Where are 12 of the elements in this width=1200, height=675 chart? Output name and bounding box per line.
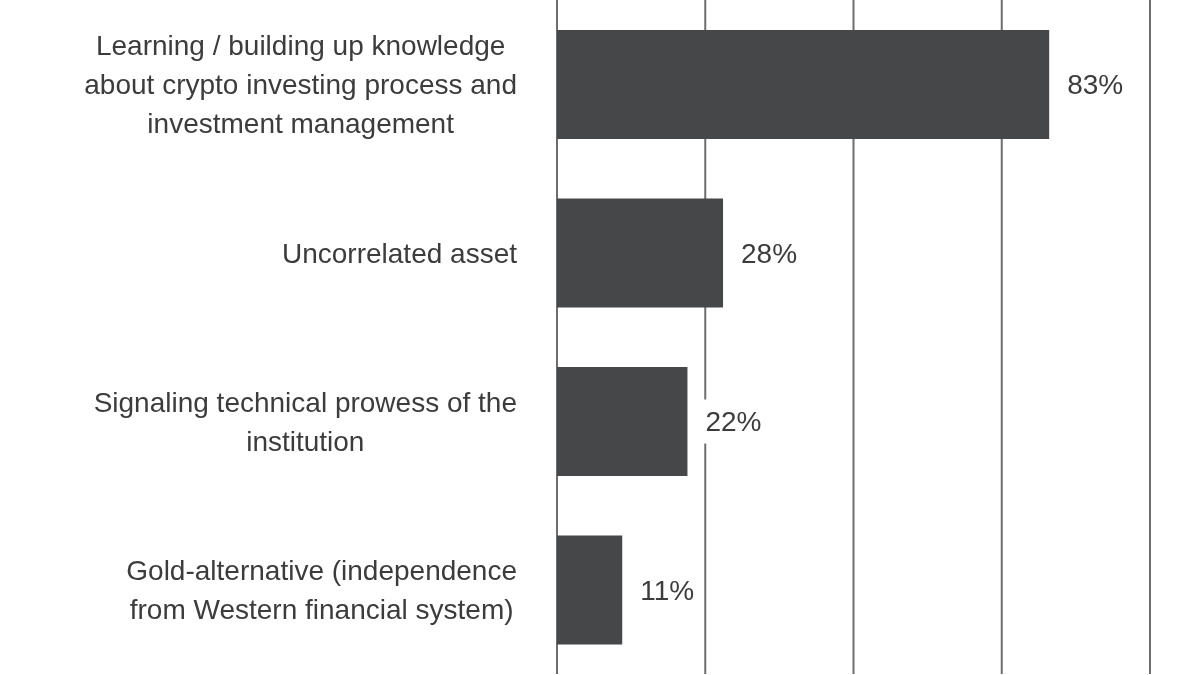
data-label: 22% bbox=[705, 406, 762, 437]
bar bbox=[557, 367, 688, 476]
y-tick-label: Learning / building up knowledge about crypto investing process and investment management bbox=[84, 29, 517, 139]
bar bbox=[557, 535, 623, 645]
data-label: 28% bbox=[741, 237, 798, 269]
bar bbox=[557, 198, 724, 308]
data-label: 11% bbox=[640, 574, 695, 606]
y-tick-label: Signaling technical prowess of the institution bbox=[93, 386, 518, 457]
y-tick-label: Uncorrelated asset bbox=[281, 237, 518, 269]
data-label: 83% bbox=[1067, 69, 1124, 100]
y-tick-label: Gold-alternative (independence from Western financial system) bbox=[126, 554, 517, 625]
bar bbox=[557, 30, 1050, 139]
